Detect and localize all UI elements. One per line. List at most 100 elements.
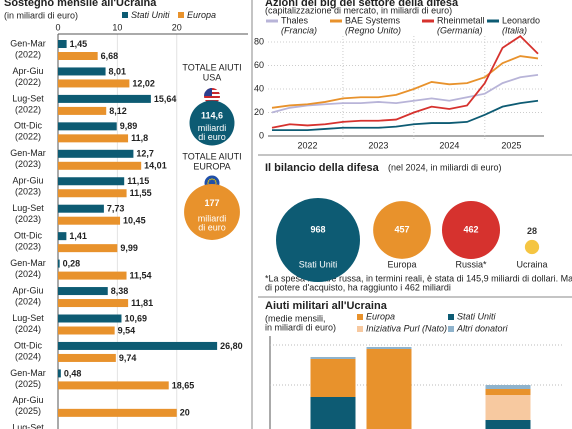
value-label: 8,01 xyxy=(109,66,127,76)
total-label: EUROPA xyxy=(193,161,230,171)
legend-label: (Regno Unito) xyxy=(345,25,401,35)
total-value: 177 xyxy=(204,198,219,208)
bar xyxy=(58,369,61,378)
bar xyxy=(58,341,218,350)
x-tick-label: 20 xyxy=(172,22,182,32)
category-label: Ucraina xyxy=(516,259,547,269)
bar xyxy=(58,326,115,335)
category-label: (2022) xyxy=(15,104,41,114)
bar-segment xyxy=(366,347,412,349)
legend-label: Europa xyxy=(366,311,395,321)
value-label: 26,80 xyxy=(220,341,243,351)
legend-label: Altri donatori xyxy=(456,323,509,333)
legend-label: Stati Uniti xyxy=(457,311,497,321)
bar-segment xyxy=(366,349,412,429)
bar-segment xyxy=(485,385,531,389)
category-label: (2024) xyxy=(15,296,41,306)
value-label: 12,7 xyxy=(136,149,154,159)
category-label: (2025) xyxy=(15,379,41,389)
value-label: 10,45 xyxy=(123,216,146,226)
category-label: (2023) xyxy=(15,159,41,169)
category-label: Apr-Giu xyxy=(12,176,43,186)
legend-label: Europa xyxy=(187,10,216,20)
legend-swatch xyxy=(122,12,128,18)
value-label: 11,54 xyxy=(130,270,152,280)
x-tick-label: 2025 xyxy=(501,140,521,150)
category-label: Russia* xyxy=(455,259,487,269)
total-circle xyxy=(184,184,240,240)
category-label: Lug-Set xyxy=(12,313,44,323)
chart-title: Azioni dei big del settore della difesa xyxy=(265,0,459,9)
category-label: Lug-Set xyxy=(12,93,44,103)
bar xyxy=(58,94,151,103)
category-label: Apr-Giu xyxy=(12,395,43,405)
value-label: 12,02 xyxy=(132,78,155,88)
category-label: Gen-Mar xyxy=(10,258,46,268)
value-label: 0,28 xyxy=(63,258,81,268)
chart-subtitle: (medie mensili, xyxy=(265,313,326,323)
value-label: 11,8 xyxy=(131,133,148,143)
value-label: 462 xyxy=(463,224,478,234)
line xyxy=(272,99,539,132)
bubble xyxy=(276,198,360,282)
value-label: 457 xyxy=(394,224,409,234)
bar xyxy=(58,79,130,88)
bar xyxy=(58,204,104,213)
bar xyxy=(58,408,177,417)
legend-swatch xyxy=(178,12,184,18)
y-tick-label: 40 xyxy=(254,83,264,93)
legend-label: BAE Systems xyxy=(345,15,401,25)
legend-label: (Italia) xyxy=(502,25,527,35)
value-label: 28 xyxy=(527,226,537,236)
legend-swatch xyxy=(448,314,454,320)
value-label: 6,68 xyxy=(101,51,119,61)
bar xyxy=(58,40,67,48)
value-label: 9,54 xyxy=(118,325,136,335)
category-label: (2022) xyxy=(15,49,41,59)
bubble xyxy=(373,201,431,259)
legend-label: (Germania) xyxy=(437,25,483,35)
total-unit: miliardi xyxy=(198,213,227,223)
legend-label: Thales xyxy=(281,15,309,25)
category-label: (2022) xyxy=(15,132,41,142)
bar xyxy=(58,299,129,308)
bar xyxy=(58,271,127,280)
value-label: 18,65 xyxy=(172,380,195,390)
value-label: 0,48 xyxy=(64,368,82,378)
bar-segment xyxy=(310,359,356,397)
line xyxy=(271,34,539,129)
chart-title: Aiuti militari all'Ucraina xyxy=(265,300,388,312)
line xyxy=(271,74,539,114)
bar xyxy=(58,106,107,115)
category-label: Lug-Set xyxy=(12,423,44,429)
value-label: 8,12 xyxy=(109,106,127,116)
category-label: Ott-Dic xyxy=(14,121,42,131)
bar xyxy=(58,189,127,198)
legend-swatch xyxy=(357,314,363,320)
bar xyxy=(58,381,169,390)
total-unit: di euro xyxy=(198,222,226,232)
total-label: USA xyxy=(203,72,222,82)
category-label: Gen-Mar xyxy=(10,38,46,48)
bar xyxy=(58,134,129,143)
category-label: Lug-Set xyxy=(12,203,44,213)
value-label: 11,15 xyxy=(127,176,149,186)
chart-subtitle: (capitalizzazione di mercato, in miliard… xyxy=(265,5,452,15)
bar xyxy=(58,161,142,170)
bar xyxy=(58,259,60,268)
bar-segment xyxy=(485,395,531,420)
value-label: 11,81 xyxy=(131,298,153,308)
legend-label: Leonardo xyxy=(502,15,540,25)
category-label: (2024) xyxy=(15,351,41,361)
bar xyxy=(58,52,98,60)
x-tick-label: 2022 xyxy=(297,140,317,150)
bar xyxy=(58,244,118,253)
footnote: di potere d'acquisto, ha raggiunto i 462… xyxy=(265,282,451,292)
category-label: (2023) xyxy=(15,214,41,224)
value-label: 20 xyxy=(180,408,190,418)
total-label: TOTALE AIUTI xyxy=(182,151,241,161)
category-label: (2023) xyxy=(15,242,41,252)
bar-segment xyxy=(310,397,356,429)
category-label: Gen-Mar xyxy=(10,148,46,158)
